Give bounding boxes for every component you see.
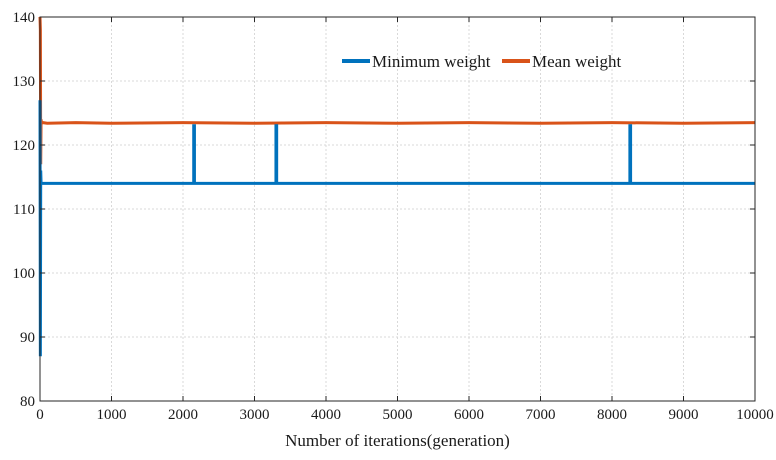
x-tick-label: 5000 xyxy=(383,407,413,423)
x-tick-label: 7000 xyxy=(526,407,556,423)
x-tick-label: 6000 xyxy=(454,407,484,423)
x-tick-label: 3000 xyxy=(240,407,270,423)
series-layer xyxy=(38,16,756,357)
y-tick-label: 130 xyxy=(13,74,36,90)
x-axis-label: Number of iterations(generation) xyxy=(285,431,510,450)
y-tick-label: 120 xyxy=(13,138,36,154)
x-tick-label: 0 xyxy=(36,407,44,423)
x-tick-label: 10000 xyxy=(736,407,774,423)
legend: Minimum weight Mean weight xyxy=(342,52,622,71)
series-line-minimum-weight xyxy=(38,100,755,357)
y-tick-label: 100 xyxy=(13,266,36,282)
grid-lines xyxy=(40,17,755,401)
y-tick-label: 110 xyxy=(13,202,35,218)
y-tick-label: 140 xyxy=(13,10,36,26)
y-tick-label: 90 xyxy=(20,330,35,346)
legend-label: Minimum weight xyxy=(372,52,491,71)
x-tick-label: 1000 xyxy=(97,407,127,423)
y-tick-label: 80 xyxy=(20,394,35,410)
x-tick-label: 9000 xyxy=(669,407,699,423)
x-tick-label: 8000 xyxy=(597,407,627,423)
legend-label: Mean weight xyxy=(532,52,622,71)
axis-ticks: 0 1000 2000 3000 4000 5000 6000 7000 8000 9000 100… xyxy=(13,10,774,423)
x-tick-label: 4000 xyxy=(311,407,341,423)
x-tick-label: 2000 xyxy=(168,407,198,423)
